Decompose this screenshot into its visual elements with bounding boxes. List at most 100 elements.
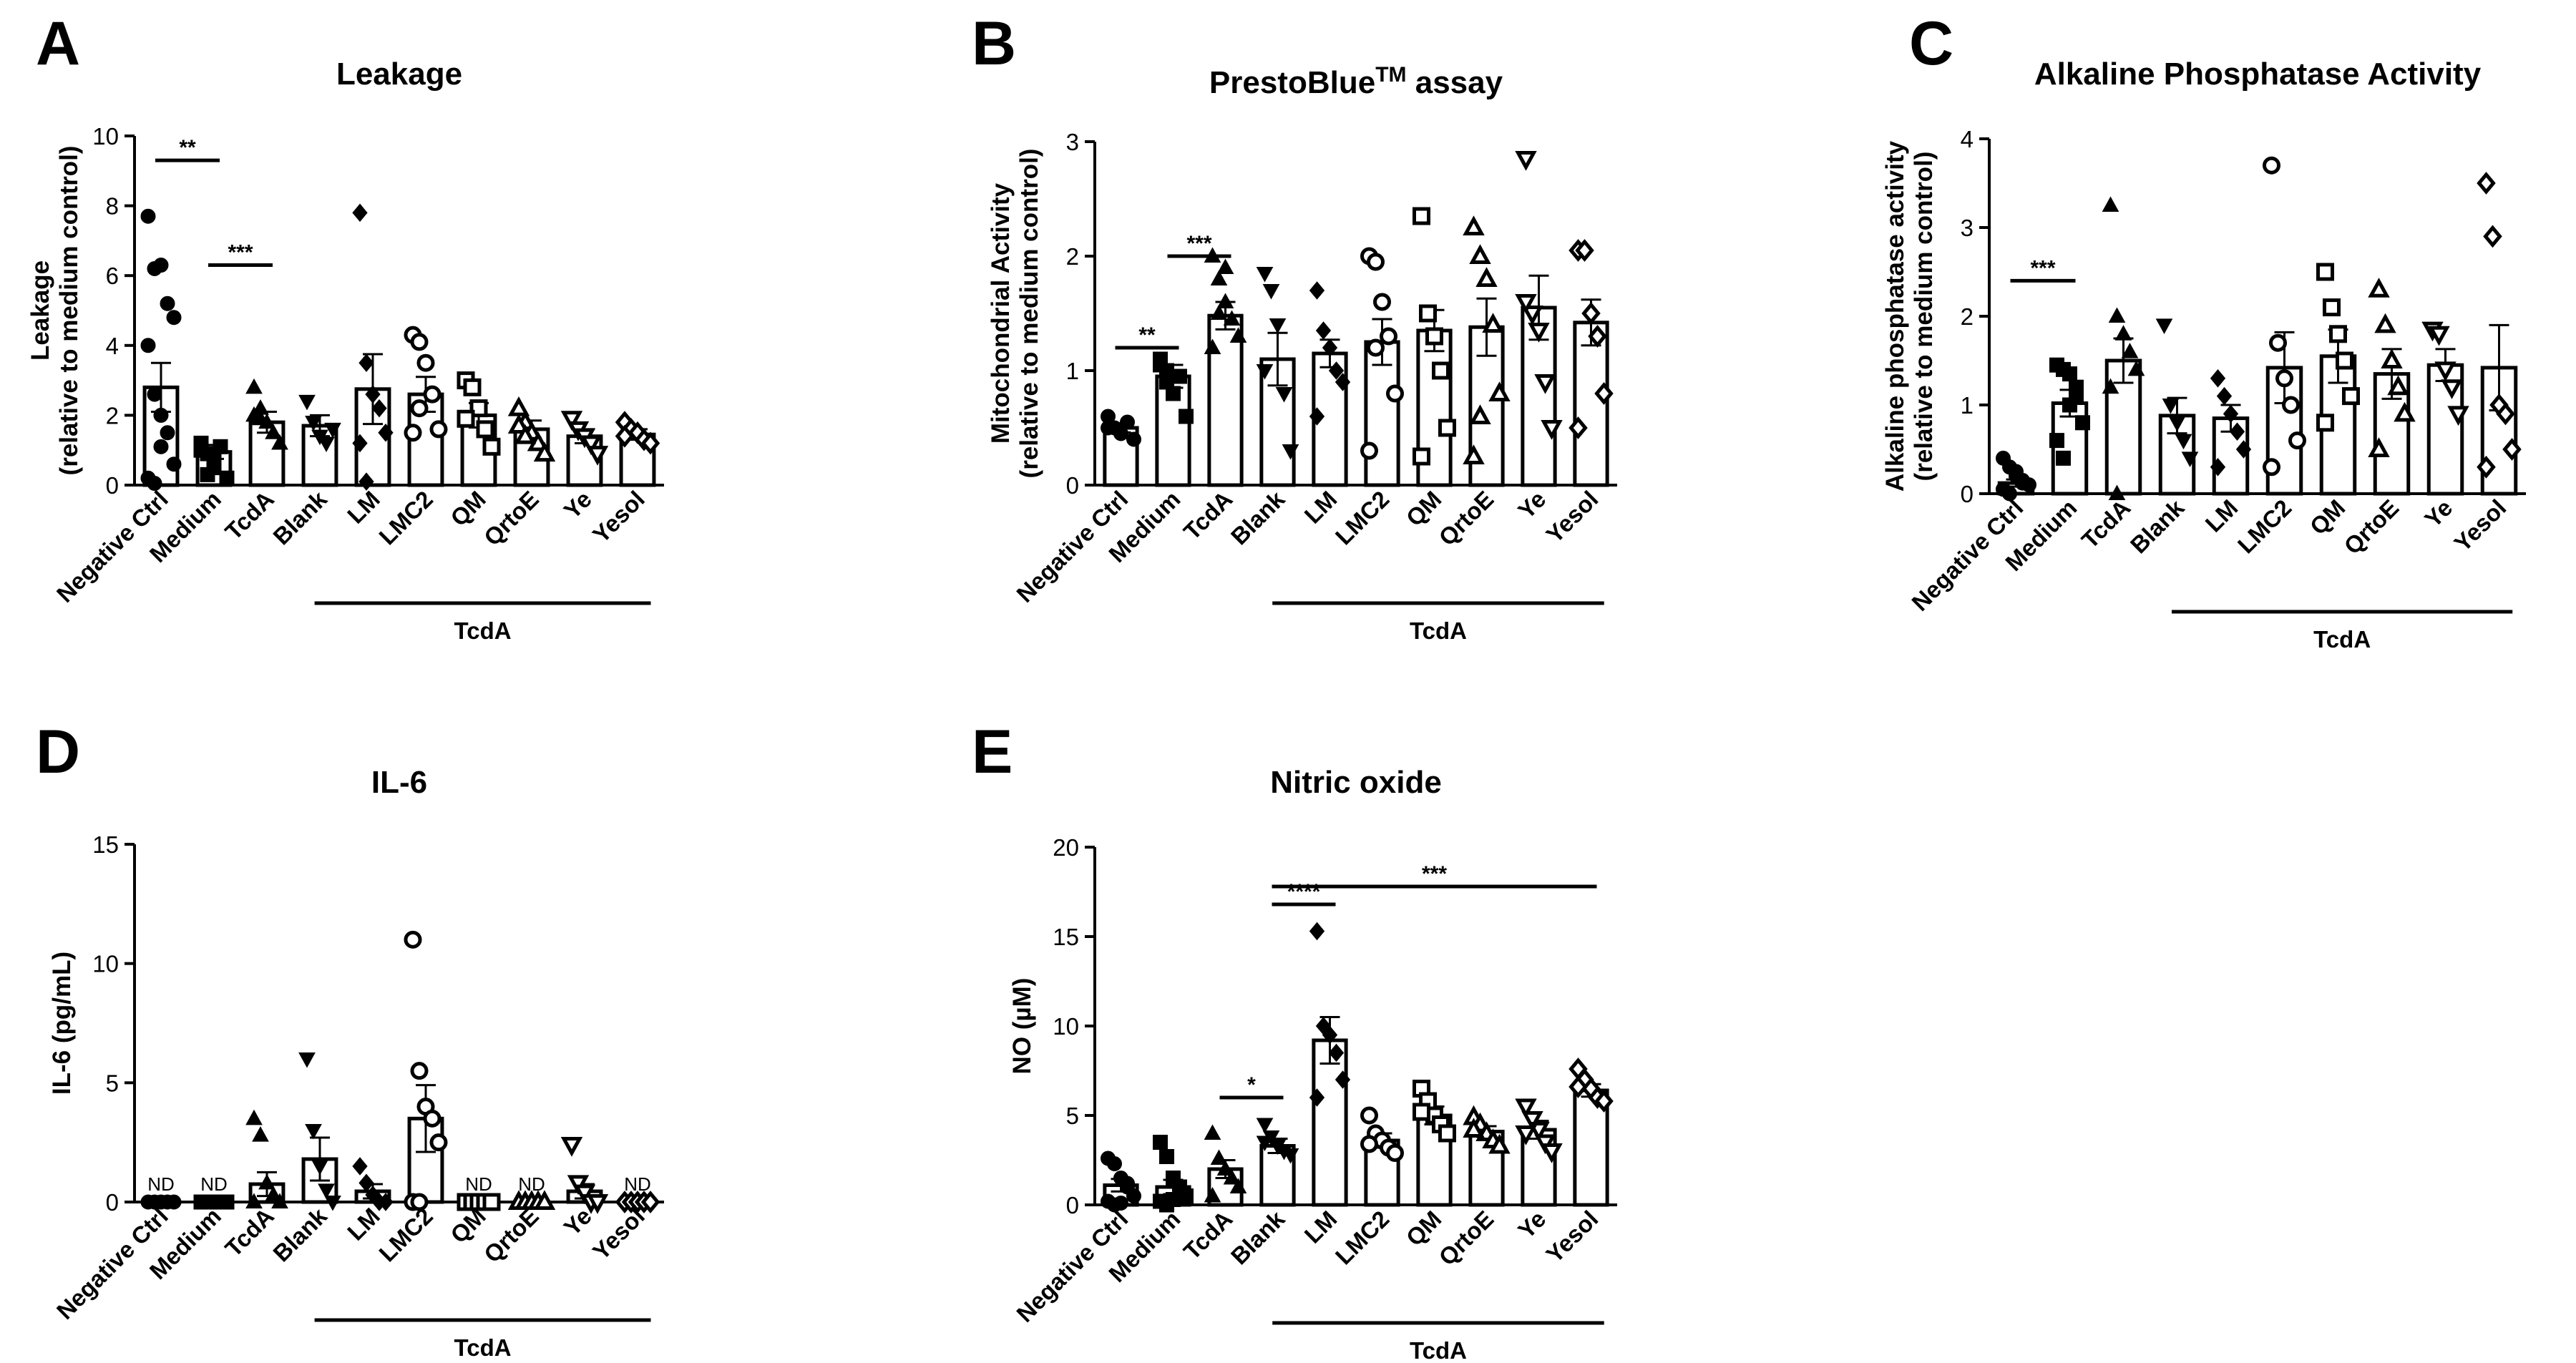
x-tick-label: Blank [1226,485,1290,549]
data-point [1360,1106,1378,1125]
nd-label: ND [465,1173,492,1195]
data-point [1153,357,1168,373]
data-point [1328,1043,1345,1062]
data-point [140,338,156,353]
data-point [580,435,602,456]
data-point [1216,293,1234,308]
data-point [1575,239,1594,262]
y-tick-label: 4 [106,333,119,359]
data-point [378,1193,394,1211]
panel-letter: E [972,718,1013,786]
data-point [153,407,169,423]
y-tick-label: 6 [106,263,119,289]
data-point [153,439,169,454]
data-point [1360,441,1378,460]
data-point [1528,323,1550,343]
data-point [586,446,609,466]
data-point [252,1126,269,1142]
data-point [2229,422,2245,441]
data-point [573,1184,596,1205]
data-point [2210,458,2226,477]
panel-letter: C [1909,9,1953,78]
nd-label: ND [147,1173,175,1195]
data-point [219,1194,235,1210]
data-point [1581,302,1601,325]
data-point [2275,369,2293,388]
data-point [1463,215,1485,235]
data-point [1229,1178,1247,1193]
data-point [1256,1135,1274,1152]
data-point [193,435,209,451]
group-label: TcdA [454,617,512,644]
data-point [2441,379,2463,399]
y-axis-label: (relative to medium control) [1015,149,1043,479]
data-point [2483,225,2502,248]
data-point [1594,382,1614,405]
data-point [140,208,156,224]
data-point [2496,402,2515,426]
data-point [2049,433,2064,449]
data-point [1568,1075,1588,1098]
data-point [1159,374,1174,390]
x-tick-label: Blank [268,1202,332,1266]
data-point [358,353,374,372]
x-tick-label: Ye [559,486,597,524]
x-tick-label: LMC2 [1330,486,1395,550]
data-point [1322,338,1338,357]
data-point [1223,1168,1241,1185]
data-point [463,378,482,396]
data-point [305,1124,322,1140]
data-point [2336,351,2353,370]
data-point [166,310,182,326]
y-tick-label: 4 [1961,126,1974,152]
data-point [271,1193,288,1208]
panel-letter: D [36,718,80,786]
data-point [1166,1192,1181,1207]
y-tick-label: 10 [92,123,119,150]
data-point [2155,318,2173,334]
y-tick-label: 10 [1053,1013,1079,1040]
data-point [1515,1125,1537,1145]
data-point [2323,298,2341,317]
data-point [1256,267,1274,283]
data-point [1515,1098,1537,1119]
x-tick-label: LMC2 [1330,1206,1395,1270]
data-point [1367,338,1385,357]
data-point [2002,486,2017,502]
data-point [1360,1135,1378,1153]
nd-label: ND [518,1173,545,1195]
data-point [358,472,374,491]
data-point [1216,1160,1234,1176]
data-point [1488,1133,1511,1154]
x-tick-label: Blank [268,485,332,549]
data-point [265,1186,282,1201]
data-point [1594,1090,1614,1113]
data-point [1463,444,1485,464]
data-point [429,420,448,439]
data-point [1262,284,1280,300]
x-tick-label: TcdA [1179,1206,1238,1265]
y-tick-label: 0 [106,472,119,499]
significance-label: ** [179,136,196,160]
bar-5 [1312,1038,1348,1207]
data-point [153,258,169,273]
x-tick-label: TcdA [220,486,279,545]
data-point [1588,325,1607,348]
x-tick-label: Yesol [1541,486,1603,548]
data-point [1101,420,1116,436]
data-point [2316,263,2334,281]
title-superscript: TM [1375,63,1406,87]
y-axis-label: Leakage [26,260,54,361]
data-point [2263,156,2280,175]
data-point [160,425,175,441]
x-tick-label: QM [2305,494,2351,540]
data-point [423,1109,441,1128]
data-point [507,414,530,434]
data-point [1432,361,1450,380]
data-point [318,436,335,452]
y-tick-label: 8 [106,193,119,220]
data-point [1541,1143,1563,1163]
x-tick-label: QM [1401,1206,1447,1251]
data-point [2056,450,2071,466]
